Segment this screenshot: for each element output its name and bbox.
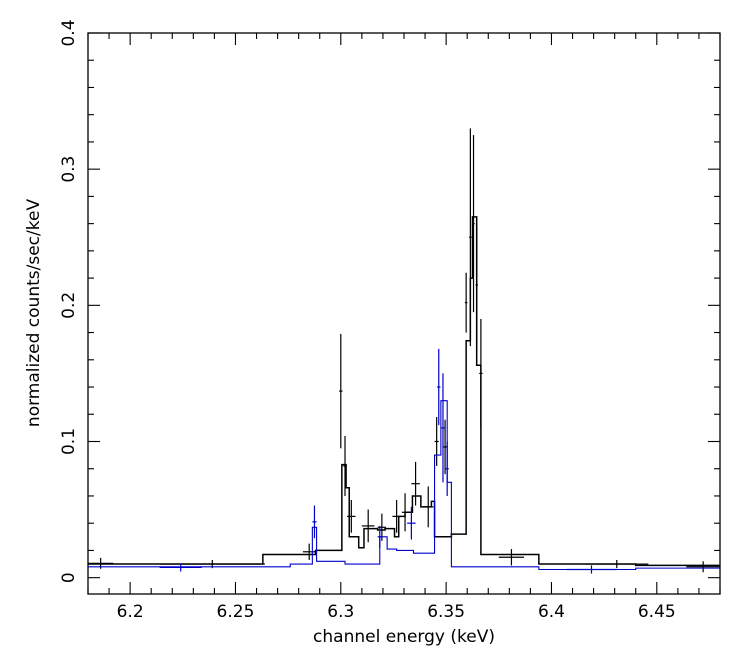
data-point: [343, 436, 347, 496]
y-tick-label: 0.1: [59, 428, 79, 455]
data-point: [411, 461, 420, 506]
y-tick-label: 0: [59, 572, 79, 583]
data-point: [475, 223, 478, 347]
model-step-line: [88, 216, 720, 567]
data-point: [472, 135, 475, 313]
data-point: [302, 543, 316, 560]
data-point: [464, 272, 468, 333]
x-tick-label: 6.25: [217, 602, 255, 622]
data-point: [159, 563, 202, 572]
data-point: [437, 348, 441, 426]
data-point: [339, 333, 343, 449]
data-point: [441, 373, 445, 483]
y-tick-label: 0.4: [59, 19, 79, 46]
data-point: [442, 419, 448, 475]
y-tick-label: 0.3: [59, 156, 79, 183]
data-point: [434, 416, 439, 467]
data-point: [566, 565, 617, 574]
data-point: [479, 318, 483, 428]
data-point: [312, 505, 317, 539]
data-point: [401, 493, 409, 532]
data-point: [377, 525, 382, 548]
series-layer: [88, 128, 720, 574]
y-axis-title: normalized counts/sec/keV: [24, 199, 44, 428]
tick-labels: 6.2 6.25 6.3 6.35 6.4 6.45 0 0.1 0.2 0.3 0.4: [59, 19, 676, 622]
series-0: [88, 128, 720, 573]
data-point: [407, 506, 416, 540]
plot-frame: [87, 32, 721, 595]
data-point: [347, 500, 356, 533]
y-tick-label: 0.2: [59, 292, 79, 319]
data-point: [422, 486, 434, 528]
data-point: [392, 500, 401, 533]
data-point: [361, 509, 375, 543]
x-tick-label: 6.2: [117, 602, 144, 622]
x-tick-label: 6.3: [327, 602, 354, 622]
data-point: [445, 441, 449, 496]
x-tick-label: 6.4: [538, 602, 565, 622]
model-step-line: [88, 400, 720, 571]
series-1: [88, 348, 720, 574]
data-point: [469, 128, 472, 347]
data-point: [585, 559, 649, 569]
axis-ticks: [87, 32, 721, 594]
data-point: [686, 561, 720, 573]
x-axis-title: channel energy (keV): [313, 627, 495, 647]
x-tick-label: 6.45: [638, 602, 676, 622]
data-point: [498, 549, 525, 566]
x-tick-label: 6.35: [427, 602, 465, 622]
